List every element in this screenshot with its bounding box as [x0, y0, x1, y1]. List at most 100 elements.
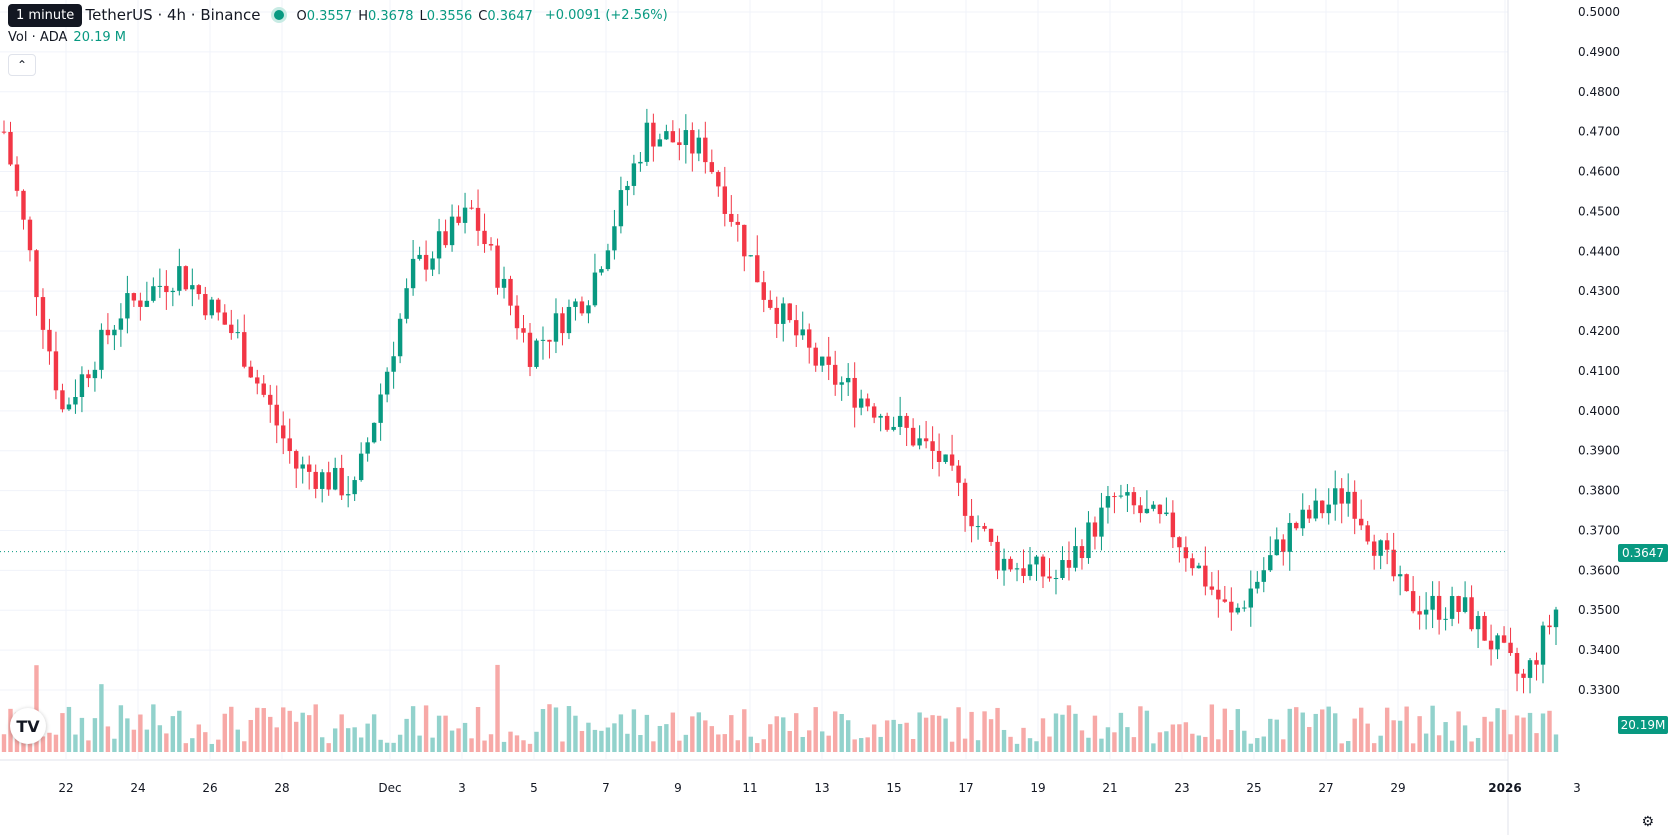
volume-bar [618, 714, 624, 752]
volume-bar [612, 723, 617, 752]
gear-icon[interactable]: ⚙ [1641, 814, 1654, 830]
volume-bar [800, 736, 805, 752]
candle-body [1118, 495, 1124, 497]
candle-body [807, 329, 812, 348]
candle-body [696, 137, 702, 154]
volume-bar [1092, 715, 1098, 752]
volume-bar [1014, 743, 1020, 752]
volume-bar [183, 743, 189, 752]
candle-body [521, 328, 526, 333]
volume-bar [1203, 736, 1208, 752]
candle-body [60, 390, 65, 410]
volume-bar [216, 739, 221, 752]
volume-bar [748, 736, 753, 752]
volume-bar [625, 733, 630, 752]
volume-bar [949, 741, 955, 752]
candle-body [884, 415, 890, 430]
candle-body [1371, 541, 1377, 556]
candle-body [540, 339, 546, 341]
candle-body [930, 441, 935, 451]
volume-bar [118, 705, 124, 752]
volume-bar [1151, 743, 1156, 752]
price-tick: 0.4800 [1578, 85, 1620, 99]
candle-body [644, 122, 650, 162]
volume-bar [540, 709, 546, 752]
candle-body [307, 464, 312, 472]
volume-bar [1514, 715, 1520, 752]
candle-body [592, 272, 598, 306]
volume-bar [1157, 732, 1163, 752]
candle-body [1261, 570, 1266, 582]
volume-bar [1423, 733, 1429, 752]
volume-bar [255, 707, 260, 752]
candle-body [1066, 560, 1072, 568]
candle-body [1449, 596, 1455, 619]
volume-bar [456, 728, 461, 752]
volume-legend: Vol · ADA 20.19 M [8, 30, 126, 45]
volume-bar [1456, 711, 1461, 752]
candle-body [527, 332, 533, 367]
time-tick: 24 [130, 781, 145, 795]
volume-bar [703, 720, 708, 752]
candle-body [904, 415, 909, 428]
candle-body [443, 231, 448, 246]
candle-body [579, 301, 585, 314]
candle-body [709, 162, 715, 173]
collapse-legend-button[interactable]: ⌃ [8, 54, 36, 76]
volume-bar [410, 706, 416, 752]
candle-body [151, 286, 156, 301]
volume-bar [475, 707, 481, 752]
price-tick: 0.4400 [1578, 244, 1620, 258]
price-tick: 0.4900 [1578, 45, 1620, 59]
candle-body [1027, 564, 1033, 576]
time-tick: 15 [886, 781, 901, 795]
candle-body [339, 467, 344, 496]
volume-bar [670, 712, 676, 752]
volume-bar [1183, 722, 1189, 752]
volume-bar [1488, 721, 1494, 752]
time-tick: 23 [1174, 781, 1189, 795]
candle-body [774, 307, 779, 324]
volume-bar [1255, 738, 1260, 752]
volume-bar [203, 732, 208, 752]
volume-bar [449, 730, 455, 752]
volume-bar [586, 722, 591, 752]
volume-bar [157, 725, 163, 752]
candle-body [157, 285, 163, 287]
candle-body [34, 250, 39, 298]
volume-bar [839, 713, 844, 752]
volume-bar [982, 711, 987, 752]
candle-body [845, 377, 851, 383]
candle-body [1053, 578, 1059, 580]
candle-body [1307, 509, 1312, 519]
candle-body [268, 394, 273, 405]
candle-body [1352, 491, 1357, 519]
candle-body [826, 356, 831, 365]
candle-body [1040, 556, 1046, 577]
candle-body [332, 467, 338, 490]
volume-bar [664, 724, 669, 752]
volume-bar [716, 734, 721, 752]
volume-bar [430, 737, 435, 752]
volume-bar [358, 737, 364, 752]
volume-bar [1320, 709, 1325, 752]
volume-bar [73, 734, 78, 752]
candle-body [118, 318, 124, 330]
volume-bar [768, 724, 773, 752]
candle-body [1547, 625, 1552, 628]
volume-bar [592, 729, 598, 752]
candle-body [397, 318, 403, 357]
candle-body [742, 224, 747, 257]
volume-bar [865, 737, 870, 752]
volume-bar [1060, 714, 1065, 752]
volume-bar [436, 715, 442, 752]
volume-bar [423, 705, 429, 752]
volume-bar [1144, 710, 1150, 752]
tradingview-logo[interactable]: TV [10, 708, 46, 744]
volume-bar [579, 730, 585, 752]
volume-bar [151, 704, 156, 752]
candle-body [319, 472, 325, 489]
price-tick: 0.4200 [1578, 324, 1620, 338]
candle-body [313, 471, 318, 489]
